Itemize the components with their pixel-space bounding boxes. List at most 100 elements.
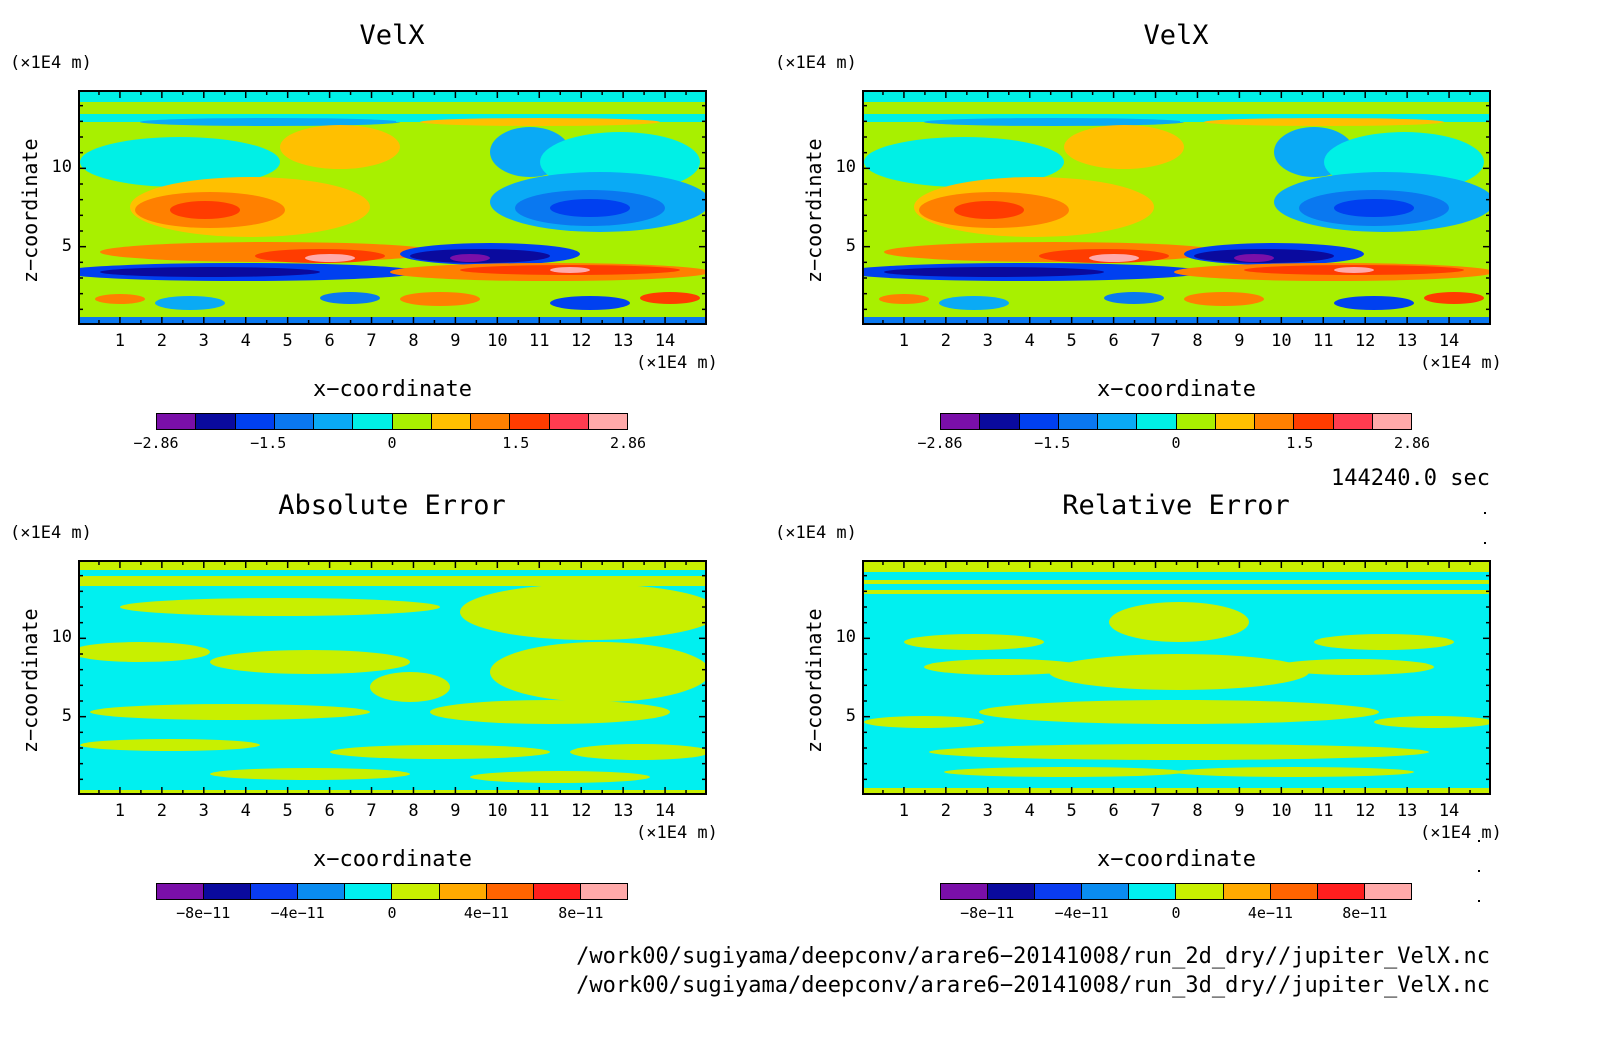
colorbar-swatch (1019, 414, 1059, 429)
panel-title: VelX (359, 20, 425, 51)
y-tick-label: 5 (845, 705, 856, 726)
colorbar (156, 883, 628, 900)
colorbar-swatch (157, 884, 205, 899)
x-tick-label: 3 (982, 331, 993, 351)
colorbar-swatch (235, 414, 275, 429)
colorbar-tick-label: 0 (1171, 904, 1181, 922)
x-tick-label: 4 (240, 331, 251, 351)
colorbar-swatch (588, 414, 627, 429)
colorbar-swatch (580, 884, 627, 899)
colorbar (156, 413, 628, 430)
y-unit-label: (×1E4 m) (775, 53, 857, 73)
x-tick-label: 10 (1271, 801, 1292, 821)
colorbar-tick-label: 0 (387, 434, 397, 452)
colorbar-swatch (533, 884, 581, 899)
y-tick-label: 10 (51, 627, 72, 648)
time-label: 144240.0 sec (1331, 466, 1490, 491)
colorbar-tick-label: 2.86 (609, 434, 647, 452)
x-tick-label: 7 (1150, 801, 1161, 821)
x-tick-label: 8 (408, 331, 419, 351)
x-tick-label: 6 (1108, 801, 1119, 821)
x-tick-label: 12 (570, 801, 592, 821)
x-tick-label: 7 (366, 801, 377, 821)
x-tick-label: 14 (1438, 801, 1460, 821)
colorbar-swatch (392, 414, 432, 429)
colorbar-swatch (988, 884, 1036, 899)
colorbar-swatch (980, 414, 1020, 429)
colorbar-swatch (439, 884, 487, 899)
x-tick-label: 7 (1150, 331, 1161, 351)
x-tick-label: 3 (982, 801, 993, 821)
x-tick-label: 14 (1438, 331, 1460, 351)
y-tick-label: 5 (61, 235, 72, 256)
colorbar-tick-label: −1.5 (1034, 434, 1071, 452)
colorbar-swatch (1270, 884, 1318, 899)
panel-title: Absolute Error (278, 490, 506, 521)
colorbar-swatch (486, 884, 534, 899)
colorbar-tick-label: 4e−11 (463, 904, 509, 922)
colorbar-swatch (1364, 884, 1411, 899)
colorbar (940, 883, 1412, 900)
y-axis-label: z−coordinate (18, 608, 42, 754)
x-tick-label: 4 (1024, 801, 1035, 821)
x-tick-label: 10 (487, 801, 508, 821)
x-tick-label: 2 (156, 801, 167, 821)
x-unit-label: (×1E4 m) (1420, 823, 1502, 843)
x-tick-label: 6 (324, 331, 335, 351)
x-tick-label: 13 (1396, 331, 1418, 351)
y-unit-label: (×1E4 m) (775, 523, 857, 543)
colorbar-swatch (314, 414, 354, 429)
colorbar-tick-label: 1.5 (502, 434, 530, 452)
x-tick-label: 3 (198, 331, 209, 351)
x-tick-label: 1 (114, 801, 126, 821)
colorbar-tick-label: 0 (1171, 434, 1181, 452)
colorbar-swatch (1129, 884, 1177, 899)
colorbar-tick-label: −2.86 (917, 434, 963, 452)
colorbar-swatch (204, 884, 252, 899)
x-tick-label: 13 (612, 331, 634, 351)
y-tick-label: 10 (835, 157, 856, 178)
y-axis-label: z−coordinate (18, 138, 42, 284)
x-tick-label: 5 (1066, 801, 1077, 821)
x-tick-label: 5 (282, 801, 293, 821)
x-tick-label: 14 (654, 331, 676, 351)
x-tick-label: 8 (1192, 331, 1203, 351)
x-tick-label: 14 (654, 801, 676, 821)
x-tick-label: 13 (612, 801, 634, 821)
file-path-1: /work00/sugiyama/deepconv/arare6−2014100… (576, 944, 1490, 969)
colorbar-tick-label: 4e−11 (1247, 904, 1293, 922)
colorbar-swatch (1215, 414, 1255, 429)
x-tick-label: 10 (487, 331, 508, 351)
x-tick-label: 11 (1313, 331, 1334, 351)
y-unit-label: (×1E4 m) (10, 523, 92, 543)
heatmap-velx (78, 90, 707, 325)
colorbar-swatch (274, 414, 314, 429)
colorbar-swatch (1317, 884, 1365, 899)
x-tick-label: 11 (1313, 801, 1334, 821)
colorbar-swatch (1137, 414, 1177, 429)
x-tick-label: 6 (1108, 331, 1119, 351)
colorbar-swatch (941, 414, 981, 429)
colorbar-swatch (1058, 414, 1098, 429)
colorbar-tick-label: 2.86 (1393, 434, 1431, 452)
y-tick-label: 10 (835, 627, 856, 648)
x-axis-label: x−coordinate (313, 377, 472, 402)
x-tick-label: 5 (282, 331, 293, 351)
colorbar-tick-label: −2.86 (133, 434, 179, 452)
x-tick-label: 12 (1354, 801, 1376, 821)
panel-title: VelX (1143, 20, 1209, 51)
x-unit-label: (×1E4 m) (636, 823, 718, 843)
y-tick-label: 5 (61, 705, 72, 726)
colorbar-swatch (1223, 884, 1271, 899)
colorbar-tick-label: −1.5 (250, 434, 287, 452)
x-tick-label: 9 (450, 331, 461, 351)
heatmap-velx (862, 90, 1491, 325)
x-tick-label: 11 (529, 801, 550, 821)
x-tick-label: 3 (198, 801, 209, 821)
x-tick-label: 4 (240, 801, 251, 821)
y-axis-label: z−coordinate (802, 608, 826, 754)
colorbar-swatch (471, 414, 511, 429)
y-unit-label: (×1E4 m) (10, 53, 92, 73)
x-axis-label: x−coordinate (1097, 847, 1256, 872)
colorbar-swatch (1176, 414, 1216, 429)
